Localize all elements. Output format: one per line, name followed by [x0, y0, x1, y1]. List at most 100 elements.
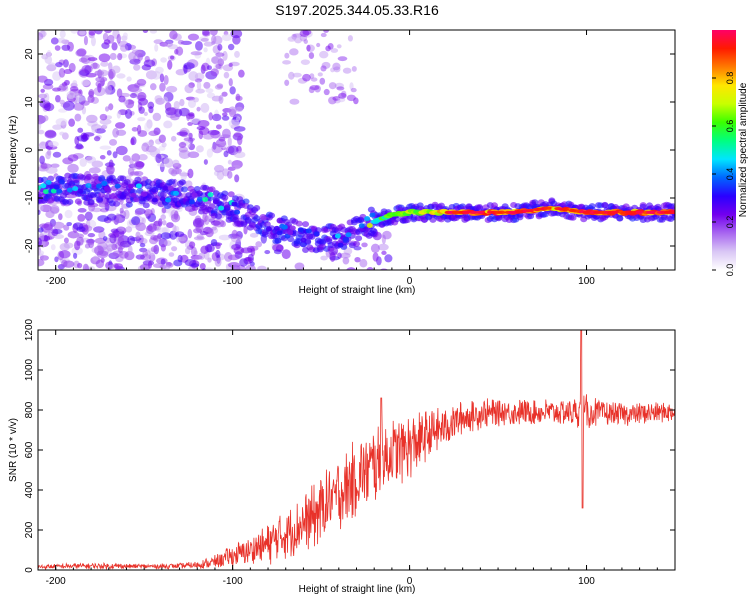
heatmap-cell — [271, 281, 283, 287]
heatmap-cell — [115, 145, 128, 156]
heatmap-cell — [38, 75, 48, 83]
heatmap-cell — [165, 197, 172, 203]
heatmap-cell — [77, 188, 84, 194]
heatmap-cell — [130, 137, 135, 146]
heatmap-cell — [187, 33, 200, 41]
heatmap-cell — [159, 82, 166, 92]
heatmap-cell — [231, 213, 239, 220]
heatmap-cell — [44, 55, 53, 65]
heatmap-cell — [525, 208, 534, 213]
heatmap-cell — [80, 100, 90, 106]
heatmap-cell — [58, 67, 66, 78]
heatmap-cell — [38, 227, 44, 233]
heatmap-cell — [130, 192, 137, 198]
heatmap-cell — [152, 235, 162, 242]
heatmap-cell — [300, 59, 311, 65]
heatmap-cell — [131, 153, 141, 162]
heatmap-cell — [40, 176, 48, 183]
heatmap-cell — [543, 206, 552, 210]
heatmap-cell — [267, 281, 278, 289]
heatmap-cell — [181, 186, 189, 193]
heatmap-cell — [113, 200, 121, 207]
snr-x-axis: -200 -100 0 100 — [46, 330, 676, 587]
heatmap-cell — [138, 154, 148, 161]
heatmap-cell — [114, 183, 121, 189]
heatmap-cell — [50, 37, 59, 45]
heatmap-cell — [117, 52, 123, 61]
heatmap-cell — [127, 183, 134, 189]
heatmap-cell — [231, 201, 238, 207]
heatmap-cell — [193, 250, 198, 256]
heatmap-cell — [45, 166, 58, 174]
heatmap-cell — [102, 236, 108, 242]
heatmap-cell — [276, 230, 283, 236]
heatmap-cell — [346, 267, 357, 270]
heatmap-cell — [161, 96, 169, 103]
heatmap-cell — [66, 198, 74, 205]
spectrogram-y-label: Frequency (Hz) — [8, 116, 19, 185]
heatmap-cell — [295, 220, 303, 227]
heatmap-cell — [97, 69, 109, 77]
spectrogram-x-axis: -200 -100 0 100 — [46, 30, 676, 287]
heatmap-cell — [73, 252, 78, 259]
heatmap-cell — [93, 226, 105, 233]
heatmap-cell — [381, 250, 387, 256]
heatmap-cell — [324, 311, 335, 319]
heatmap-cell — [52, 124, 63, 130]
heatmap-cell — [137, 130, 148, 137]
snr-y-tick-label: 800 — [24, 401, 35, 418]
heatmap-cell — [215, 138, 227, 148]
heatmap-cell — [582, 210, 591, 214]
heatmap-cell — [40, 98, 46, 103]
snr-y-label: SNR (10 * v/v) — [8, 418, 19, 482]
heatmap-cell — [203, 134, 214, 140]
heatmap-cell — [337, 242, 344, 248]
heatmap-cell — [178, 142, 187, 148]
heatmap-cell — [38, 237, 42, 247]
heatmap-cell — [93, 245, 104, 256]
heatmap-cell — [123, 179, 131, 186]
heatmap-cell — [39, 155, 45, 165]
heatmap-cell — [108, 103, 114, 111]
heatmap-cell — [354, 256, 361, 263]
heatmap-cell — [85, 173, 93, 180]
heatmap-cell — [214, 257, 222, 267]
heatmap-cell — [98, 53, 111, 63]
heatmap-cell — [155, 153, 162, 164]
heatmap-cell — [322, 274, 327, 282]
heatmap-cell — [151, 197, 158, 203]
heatmap-cell — [253, 204, 261, 211]
heatmap-cell — [289, 98, 300, 105]
heatmap-cell — [261, 276, 267, 283]
heatmap-cell — [106, 150, 112, 156]
heatmap-cell — [170, 114, 180, 121]
heatmap-cell — [342, 236, 349, 242]
heatmap-cell — [328, 82, 337, 90]
heatmap-cell — [245, 264, 256, 270]
heatmap-cell — [122, 32, 128, 39]
heatmap-cell — [135, 254, 145, 260]
heatmap-cell — [188, 199, 195, 205]
heatmap-cell — [116, 73, 126, 79]
colorbar-scale — [712, 30, 736, 270]
heatmap-cell — [287, 36, 296, 42]
heatmap-cell — [124, 108, 133, 119]
snr-y-axis: 0 200 400 600 800 1000 1200 — [24, 318, 675, 573]
heatmap-cell — [137, 52, 144, 61]
heatmap-cell — [332, 62, 341, 71]
heatmap-cell — [112, 127, 120, 138]
heatmap-cell — [203, 81, 211, 89]
heatmap-cell — [135, 222, 147, 232]
heatmap-cell — [228, 119, 240, 128]
heatmap-cell — [162, 185, 169, 191]
heatmap-cell — [284, 52, 290, 59]
heatmap-cell — [230, 264, 241, 270]
heatmap-cell — [325, 45, 331, 52]
heatmap-cell — [319, 275, 330, 285]
heatmap-cell — [75, 143, 83, 150]
heatmap-cell — [124, 250, 135, 261]
heatmap-cell — [207, 192, 214, 198]
heatmap-cell — [125, 226, 133, 233]
heatmap-cell — [58, 179, 65, 185]
heatmap-cell — [366, 267, 374, 270]
